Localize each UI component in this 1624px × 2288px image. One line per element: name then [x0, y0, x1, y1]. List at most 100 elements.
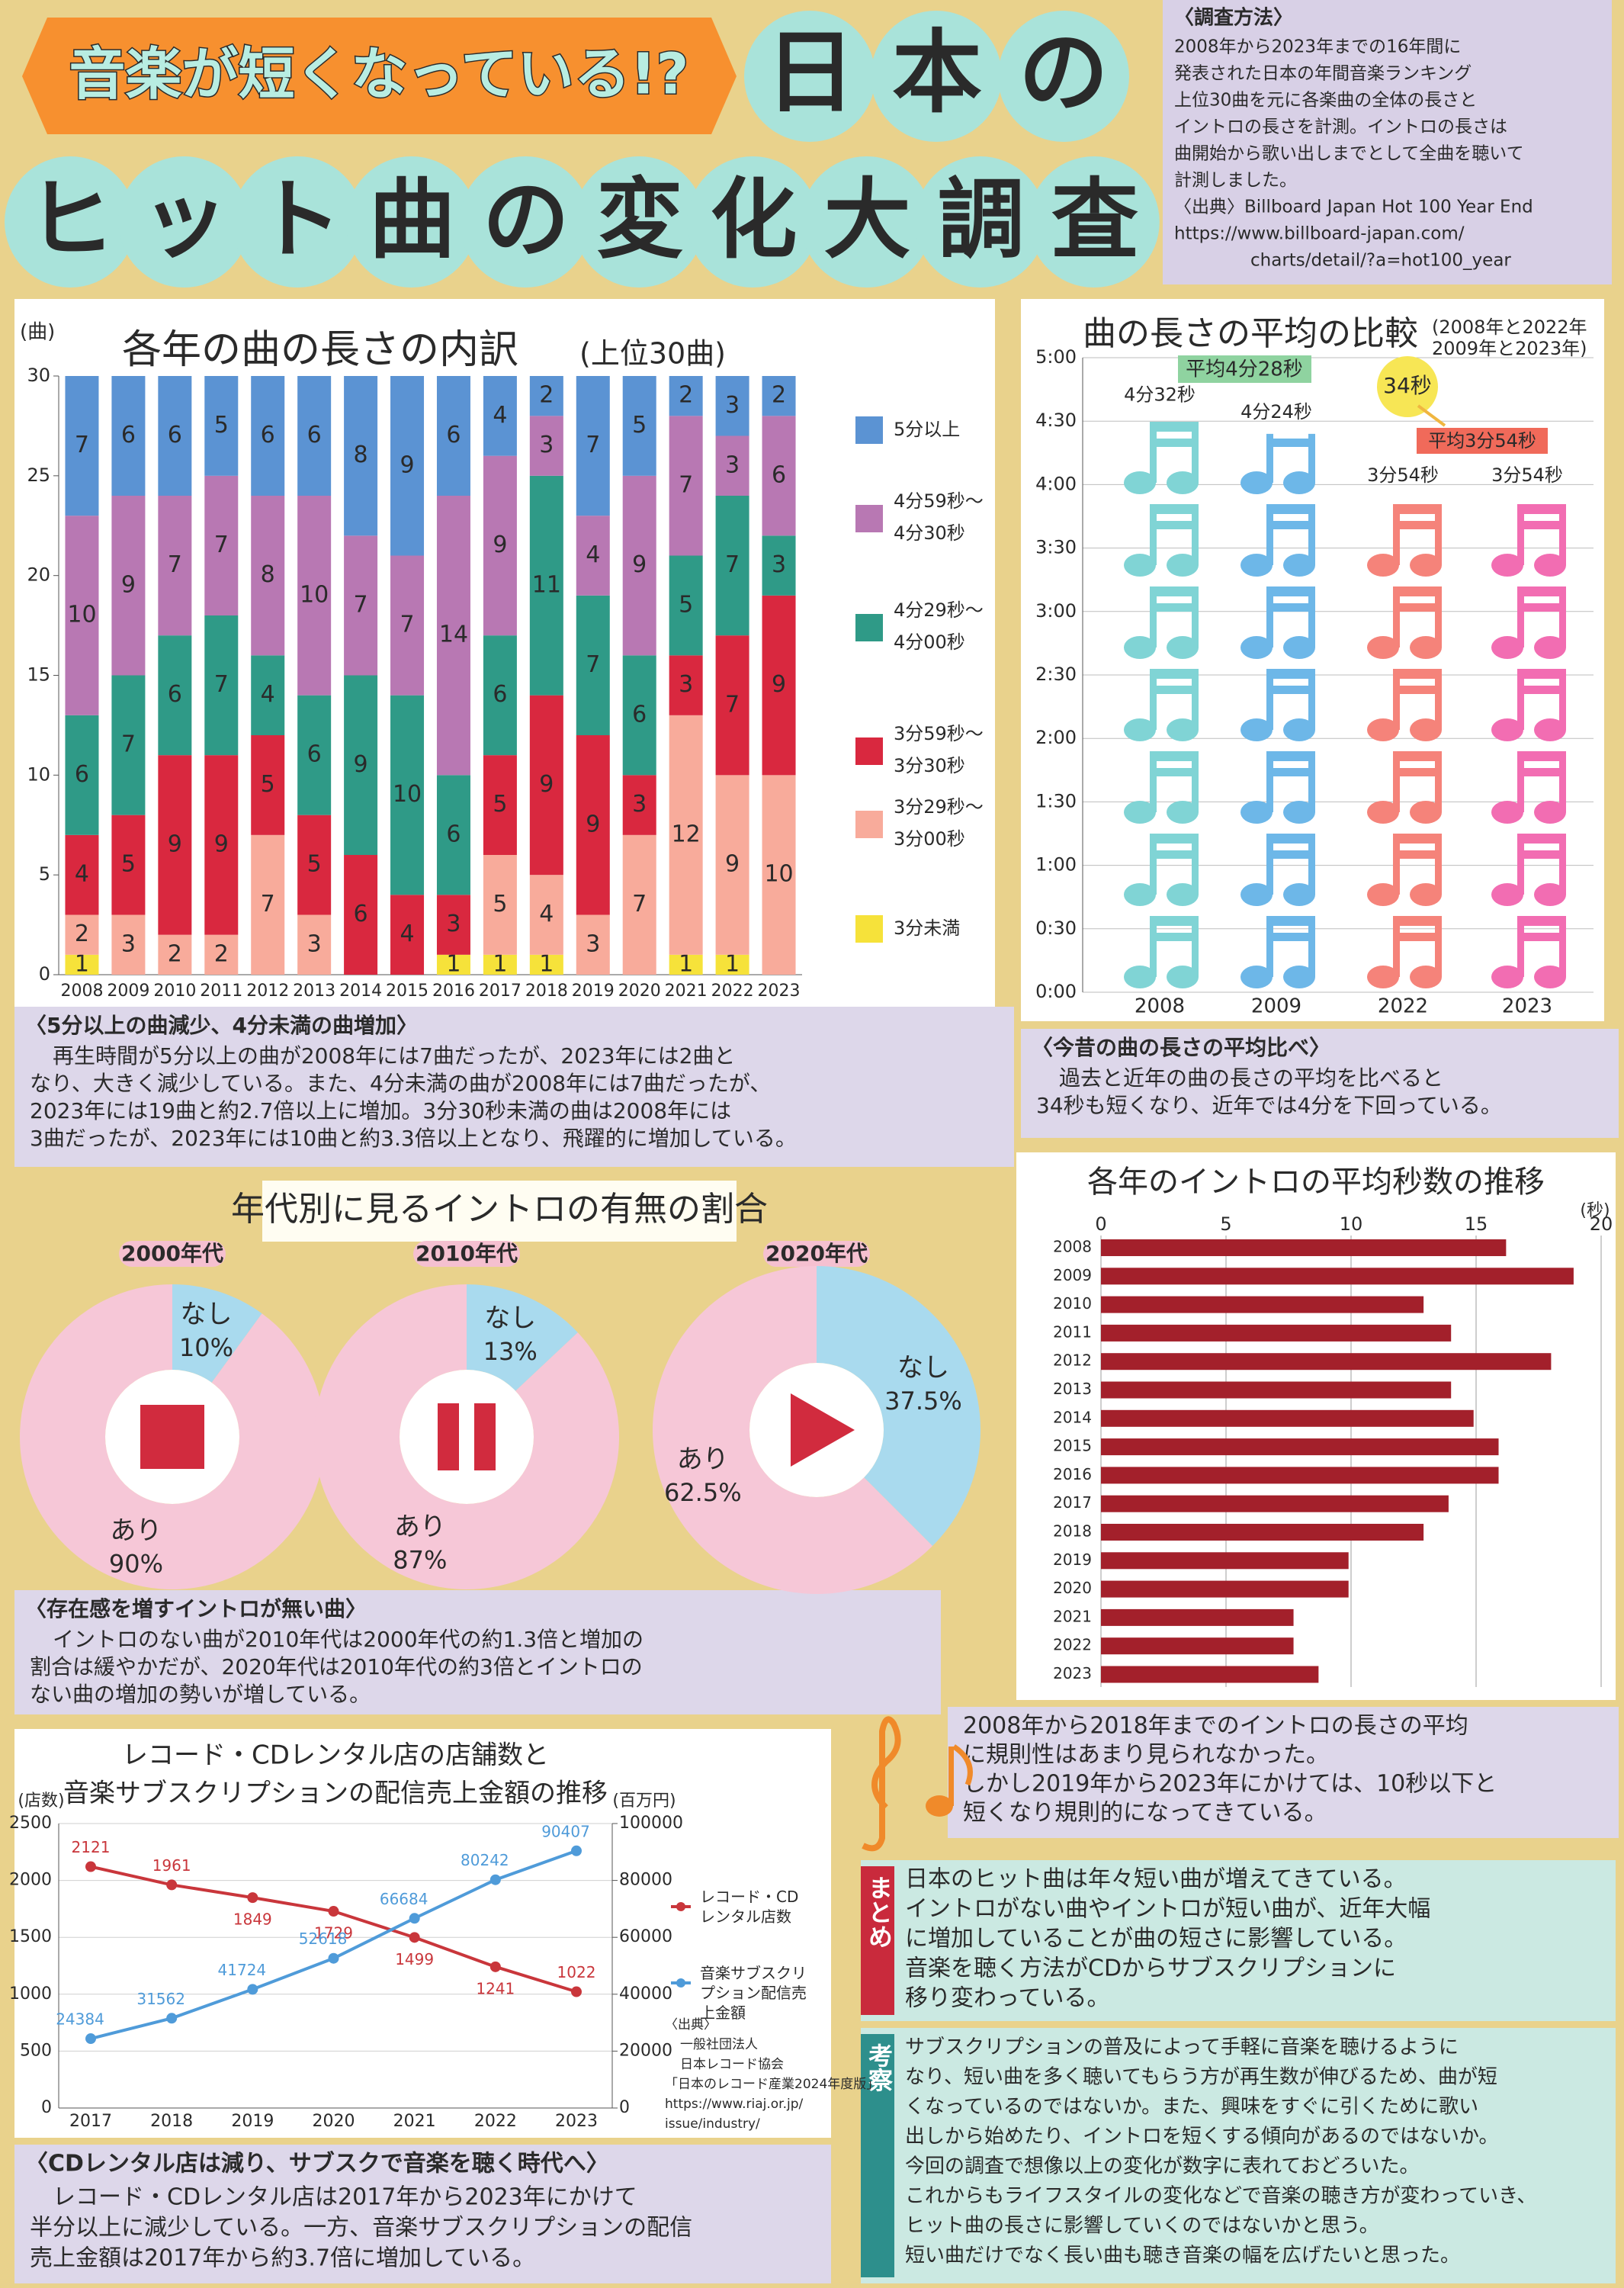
title-highlight — [262, 1181, 737, 1242]
icon-stop — [140, 1405, 204, 1469]
segment-label: 8 — [354, 442, 368, 468]
segment-label: 4 — [75, 861, 89, 888]
bar-segment — [204, 934, 239, 975]
note-line: 短い曲だけでなく長い曲も聴き音楽の幅を広げたいと思った。 — [905, 2245, 1460, 2267]
bar — [1101, 1353, 1552, 1371]
note-beam — [1517, 850, 1566, 859]
note-column — [1124, 422, 1199, 988]
annotation: 平均3分54秒 — [1428, 430, 1536, 451]
note-beam — [1517, 768, 1566, 776]
group-label: 2020年代 — [765, 1241, 868, 1266]
x-tick-label: 10 — [1340, 1213, 1363, 1235]
y-tick-label: 2016 — [1053, 1465, 1092, 1483]
note-stem — [1308, 672, 1315, 730]
note-beam — [1266, 521, 1315, 529]
note-heading: 〈今昔の曲の長さの平均比べ〉 — [1032, 1035, 1330, 1060]
bar — [1101, 1495, 1449, 1512]
slice-label: なし — [897, 1353, 949, 1383]
note-beam — [1150, 834, 1199, 844]
segment-label: 4 — [586, 541, 600, 568]
donut-slice — [467, 1284, 578, 1391]
title-circles — [5, 156, 1160, 288]
segment-label: 14 — [439, 622, 468, 648]
y-tick-label: 15 — [27, 664, 50, 686]
source-line: 一般社団法人 — [680, 2037, 758, 2052]
point — [166, 2013, 178, 2024]
note-stem — [1517, 507, 1524, 565]
note-head — [1240, 801, 1273, 824]
bar-segment — [158, 635, 192, 756]
segment-label: 3 — [725, 392, 740, 419]
title-circle — [573, 156, 704, 288]
x-tick-label: 2023 — [758, 982, 801, 1001]
note-head — [1491, 801, 1523, 824]
note-stem — [1192, 507, 1199, 565]
y-tick-label: 500 — [20, 2041, 52, 2060]
panel — [1021, 299, 1604, 1021]
note-beam — [1266, 916, 1315, 926]
note-head — [1283, 966, 1315, 988]
bar-segment — [715, 635, 749, 776]
segment-label: 10 — [67, 602, 96, 628]
bar-segment — [436, 496, 470, 776]
bar-segment — [436, 775, 470, 895]
legend-label: レコード・CD レンタル店数 — [700, 1888, 798, 1926]
note-line: ヒット曲の長さに影響していくのではないかと思う。 — [905, 2215, 1379, 2238]
y-tick-label: 2013 — [1053, 1380, 1092, 1398]
segment-label: 9 — [168, 831, 182, 857]
point-label: 1961 — [152, 1856, 191, 1875]
note-line: 今回の調査で想像以上の変化が数字に表れておどろいた。 — [905, 2155, 1419, 2178]
note-stem — [1150, 590, 1157, 648]
y-tick-label: 2015 — [1053, 1437, 1092, 1455]
note-beam — [1150, 422, 1199, 432]
title-circle — [1028, 156, 1160, 288]
segment-label: 7 — [586, 651, 600, 678]
note-stem — [1559, 590, 1566, 648]
note-stem — [1266, 837, 1273, 895]
bar — [1101, 1409, 1474, 1427]
segment-label: 7 — [261, 891, 275, 917]
note-head — [1167, 966, 1199, 988]
note-beam — [1266, 834, 1315, 844]
value-label: 3分54秒 — [1491, 464, 1563, 486]
note-beam — [1266, 751, 1315, 761]
method-line: charts/detail/?a=hot100_year — [1250, 251, 1511, 271]
segment-label: 5 — [493, 891, 507, 917]
slice-label: あり — [394, 1512, 446, 1542]
segment-label: 5 — [493, 791, 507, 818]
donut-slice — [817, 1266, 981, 1547]
icon-play — [791, 1393, 855, 1467]
point-label: 1241 — [476, 1979, 515, 1997]
note-stem — [1435, 837, 1442, 895]
axis-label: (秒) — [1580, 1201, 1610, 1220]
bar-segment — [622, 376, 656, 476]
bar-segment — [576, 914, 610, 975]
y-tick-label: 2:30 — [1035, 664, 1077, 685]
bar-segment — [669, 655, 703, 715]
segment-label: 8 — [261, 561, 275, 588]
y2-tick-label: 80000 — [619, 1871, 672, 1890]
point — [85, 1861, 96, 1872]
slice-label: なし — [484, 1303, 536, 1333]
donut-slice — [172, 1284, 262, 1383]
note-beam — [1266, 768, 1315, 776]
value-label: 4分24秒 — [1240, 401, 1312, 423]
segment-label: 7 — [400, 612, 414, 638]
note-stem — [1266, 672, 1273, 730]
note-head — [1410, 636, 1442, 659]
note-stem — [1393, 507, 1400, 565]
segment-label: 3 — [679, 671, 693, 698]
method-line: 2008年から2023年までの16年間に — [1174, 37, 1461, 57]
group-highlight — [763, 1241, 870, 1267]
legend-label: 4分59秒〜 4分30秒 — [894, 490, 984, 544]
legend-label: 4分29秒〜 4分00秒 — [894, 599, 984, 653]
note-beam — [1150, 521, 1199, 529]
x-tick-label: 2014 — [339, 982, 382, 1001]
x-tick-label: 20 — [1590, 1213, 1613, 1235]
note-head — [1534, 801, 1566, 824]
note-heading: 〈存在感を増すイントロが無い曲〉 — [25, 1596, 367, 1621]
bar-segment — [111, 376, 146, 496]
note-beam — [1150, 933, 1199, 941]
note-stem — [1435, 919, 1442, 977]
bar-segment — [204, 475, 239, 615]
